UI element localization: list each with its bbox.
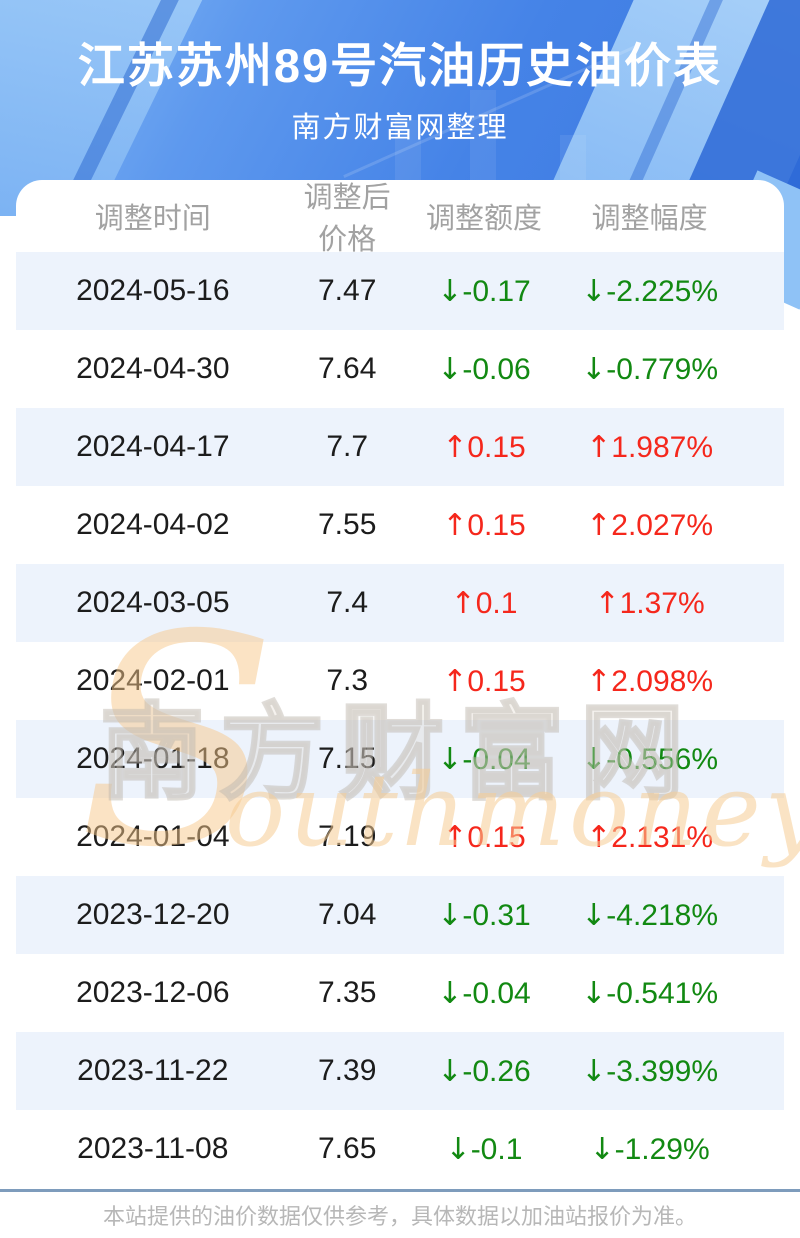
column-header-adjust-amount: 调整额度 (425, 203, 542, 235)
down-arrow-icon: ↓ (581, 897, 607, 933)
up-arrow-icon: ↑ (586, 819, 612, 855)
table-row: 2024-02-01 7.3 ↑0.15 ↑2.098% (16, 642, 784, 720)
down-arrow-icon: ↓ (581, 975, 607, 1011)
cell-adjust-date: 2024-05-16 (76, 274, 230, 307)
cell-adjust-date: 2023-12-20 (76, 898, 230, 931)
cell-adjust-percent: ↓-1.29% (589, 1131, 710, 1167)
cell-adjust-percent: ↑2.131% (586, 819, 714, 855)
cell-adjust-amount: ↑0.15 (442, 663, 526, 699)
cell-adjusted-price: 7.04 (317, 898, 377, 931)
down-arrow-icon: ↓ (437, 741, 463, 777)
down-arrow-icon: ↓ (445, 1131, 471, 1167)
cell-adjust-date: 2023-11-08 (77, 1132, 229, 1165)
footer-divider (0, 1189, 800, 1192)
cell-adjust-amount: ↓-0.04 (437, 741, 531, 777)
up-arrow-icon: ↑ (442, 819, 468, 855)
cell-adjust-date: 2024-04-30 (76, 352, 230, 385)
table-row: 2024-04-17 7.7 ↑0.15 ↑1.987% (16, 408, 784, 486)
up-arrow-icon: ↑ (594, 585, 620, 621)
down-arrow-icon: ↓ (581, 741, 607, 777)
cell-adjusted-price: 7.39 (317, 1054, 377, 1087)
cell-adjust-amount: ↓-0.26 (437, 1053, 531, 1089)
cell-adjusted-price: 7.35 (317, 976, 377, 1009)
up-arrow-icon: ↑ (450, 585, 476, 621)
cell-adjust-percent: ↓-0.556% (581, 741, 719, 777)
cell-adjusted-price: 7.64 (317, 352, 377, 385)
table-row: 2024-05-16 7.47 ↓-0.17 ↓-2.225% (16, 252, 784, 330)
cell-adjust-percent: ↓-4.218% (581, 897, 719, 933)
cell-adjust-amount: ↓-0.04 (437, 975, 531, 1011)
up-arrow-icon: ↑ (586, 429, 612, 465)
table-row: 2024-04-30 7.64 ↓-0.06 ↓-0.779% (16, 330, 784, 408)
up-arrow-icon: ↑ (442, 429, 468, 465)
cell-adjusted-price: 7.4 (326, 586, 369, 619)
up-arrow-icon: ↑ (586, 663, 612, 699)
down-arrow-icon: ↓ (581, 1053, 607, 1089)
down-arrow-icon: ↓ (437, 975, 463, 1011)
table-row: 2024-01-18 7.15 ↓-0.04 ↓-0.556% (16, 720, 784, 798)
cell-adjust-amount: ↓-0.1 (445, 1131, 523, 1167)
table-row: 2024-03-05 7.4 ↑0.1 ↑1.37% (16, 564, 784, 642)
cell-adjust-date: 2024-01-04 (76, 820, 230, 853)
cell-adjust-percent: ↑2.027% (586, 507, 714, 543)
cell-adjust-amount: ↓-0.31 (437, 897, 531, 933)
up-arrow-icon: ↑ (442, 663, 468, 699)
table-row: 2024-01-04 7.19 ↑0.15 ↑2.131% (16, 798, 784, 876)
down-arrow-icon: ↓ (581, 351, 607, 387)
cell-adjust-percent: ↑2.098% (586, 663, 714, 699)
down-arrow-icon: ↓ (437, 897, 463, 933)
cell-adjusted-price: 7.47 (317, 274, 377, 307)
cell-adjust-amount: ↑0.15 (442, 507, 526, 543)
cell-adjust-date: 2024-03-05 (76, 586, 230, 619)
cell-adjust-amount: ↑0.1 (450, 585, 518, 621)
cell-adjust-percent: ↑1.37% (594, 585, 705, 621)
down-arrow-icon: ↓ (437, 1053, 463, 1089)
cell-adjusted-price: 7.65 (317, 1132, 377, 1165)
cell-adjust-date: 2023-12-06 (76, 976, 230, 1009)
price-table-card: 调整时间 调整后价格 调整额度 调整幅度 2024-05-16 7.47 ↓-0.1… (16, 180, 784, 1188)
down-arrow-icon: ↓ (437, 273, 463, 309)
table-row: 2023-11-22 7.39 ↓-0.26 ↓-3.399% (16, 1032, 784, 1110)
table-row: 2023-11-08 7.65 ↓-0.1 ↓-1.29% (16, 1110, 784, 1188)
up-arrow-icon: ↑ (586, 507, 612, 543)
cell-adjust-percent: ↑1.987% (586, 429, 714, 465)
cell-adjust-percent: ↓-0.779% (581, 351, 719, 387)
table-row: 2023-12-20 7.04 ↓-0.31 ↓-4.218% (16, 876, 784, 954)
cell-adjust-date: 2024-04-02 (76, 508, 230, 541)
cell-adjust-amount: ↑0.15 (442, 819, 526, 855)
table-body: 2024-05-16 7.47 ↓-0.17 ↓-2.225% 2024-04-30 7.… (16, 252, 784, 1188)
cell-adjust-amount: ↓-0.17 (437, 273, 531, 309)
table-header-row: 调整时间 调整后价格 调整额度 调整幅度 (16, 180, 784, 256)
down-arrow-icon: ↓ (581, 273, 607, 309)
cell-adjusted-price: 7.15 (317, 742, 377, 775)
cell-adjust-amount: ↑0.15 (442, 429, 526, 465)
column-header-adjust-range: 调整幅度 (591, 203, 708, 235)
page-title: 江苏苏州89号汽油历史油价表 (77, 39, 723, 92)
page-subtitle: 南方财富网整理 (291, 112, 509, 144)
cell-adjusted-price: 7.19 (317, 820, 377, 853)
candlestick-decoration (395, 120, 421, 180)
column-header-adjusted-price: 调整后价格 (303, 182, 391, 256)
up-arrow-icon: ↑ (442, 507, 468, 543)
column-header-adjust-time: 调整时间 (94, 203, 211, 235)
cell-adjusted-price: 7.55 (317, 508, 377, 541)
down-arrow-icon: ↓ (437, 351, 463, 387)
cell-adjust-amount: ↓-0.06 (437, 351, 531, 387)
cell-adjust-percent: ↓-0.541% (581, 975, 719, 1011)
cell-adjust-date: 2024-04-17 (76, 430, 230, 463)
cell-adjust-percent: ↓-3.399% (581, 1053, 719, 1089)
cell-adjusted-price: 7.3 (326, 664, 369, 697)
cell-adjust-date: 2024-02-01 (76, 664, 230, 697)
cell-adjusted-price: 7.7 (326, 430, 369, 463)
footer-disclaimer: 本站提供的油价数据仅供参考，具体数据以加油站报价为准。 (0, 1192, 800, 1238)
cell-adjust-date: 2023-11-22 (77, 1054, 229, 1087)
table-row: 2024-04-02 7.55 ↑0.15 ↑2.027% (16, 486, 784, 564)
candlestick-decoration (470, 90, 496, 185)
down-arrow-icon: ↓ (589, 1131, 615, 1167)
cell-adjust-date: 2024-01-18 (76, 742, 230, 775)
cell-adjust-percent: ↓-2.225% (581, 273, 719, 309)
table-row: 2023-12-06 7.35 ↓-0.04 ↓-0.541% (16, 954, 784, 1032)
